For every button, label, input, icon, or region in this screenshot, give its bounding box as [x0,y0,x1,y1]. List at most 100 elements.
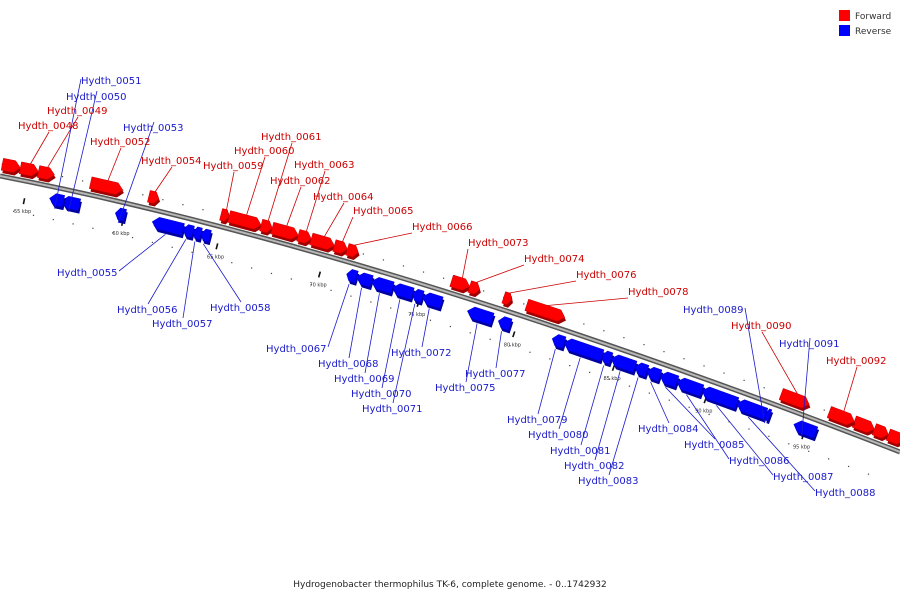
minor-tick [251,267,253,269]
leader-hydth-0091 [801,337,811,437]
leader-hydth-0089 [744,307,766,424]
leader-hydth-0048 [30,131,50,164]
label-hydth-0081[interactable]: Hydth_0081 [550,446,611,457]
label-hydth-0066[interactable]: Hydth_0066 [412,222,473,233]
hydth-0059-gene[interactable] [219,208,230,222]
hydth-0075-gene[interactable] [467,306,495,325]
label-hydth-0089[interactable]: Hydth_0089 [683,305,744,316]
leader-hydth-0074 [476,264,525,283]
hydth-0072-gene[interactable] [422,292,444,309]
label-hydth-0060[interactable]: Hydth_0060 [234,146,295,157]
label-hydth-0074[interactable]: Hydth_0074 [524,254,585,265]
leader-hydth-0054 [154,166,173,192]
label-hydth-0061[interactable]: Hydth_0061 [261,132,322,143]
label-hydth-0084[interactable]: Hydth_0084 [638,424,699,435]
label-hydth-0078[interactable]: Hydth_0078 [628,287,689,298]
hydth-0062-gene[interactable] [270,221,299,240]
leader-hydth-0061 [267,142,293,221]
major-tick [317,271,322,278]
legend-reverse-label: Reverse [855,27,892,37]
tick-label: 95 kbp [793,444,810,450]
label-hydth-0056[interactable]: Hydth_0056 [117,305,178,316]
hydth-0070-gene[interactable] [392,283,415,300]
label-hydth-0069[interactable]: Hydth_0069 [334,374,395,385]
leader-hydth-0081 [580,365,605,446]
leader-hydth-0056 [147,239,187,305]
hydth-0048-gene[interactable] [18,161,39,177]
label-hydth-0083[interactable]: Hydth_0083 [578,476,639,487]
label-hydth-0055[interactable]: Hydth_0055 [57,268,118,279]
label-hydth-0051[interactable]: Hydth_0051 [81,76,142,87]
label-hydth-0092[interactable]: Hydth_0092 [826,356,887,367]
label-hydth-0062[interactable]: Hydth_0062 [270,176,331,187]
leader-hydth-0055 [118,233,166,272]
hydth-0078-gene[interactable] [524,298,566,322]
label-hydth-0088[interactable]: Hydth_0088 [815,488,876,499]
label-hydth-0085[interactable]: Hydth_0085 [684,440,745,451]
label-hydth-0082[interactable]: Hydth_0082 [564,461,625,472]
minor-tick [683,358,685,360]
label-hydth-0087[interactable]: Hydth_0087 [773,472,834,483]
hydth-0090-gene[interactable] [778,388,810,409]
gene-arrow[interactable] [871,423,889,439]
leader-hydth-0078 [547,297,629,306]
hydth-0052-gene[interactable] [89,176,124,195]
minor-tick [112,232,114,234]
hydth-0077-gene[interactable] [497,316,513,331]
minor-tick [409,313,412,315]
minor-tick [72,223,74,225]
label-hydth-0052[interactable]: Hydth_0052 [90,137,151,148]
label-hydth-0072[interactable]: Hydth_0072 [391,348,452,359]
label-hydth-0065[interactable]: Hydth_0065 [353,206,414,217]
tick-label: 65 kbp [207,254,224,260]
leader-hydth-0080 [558,357,581,430]
label-hydth-0070[interactable]: Hydth_0070 [351,389,412,400]
hydth-0073-gene[interactable] [449,274,470,291]
minor-tick [13,210,15,212]
label-hydth-0071[interactable]: Hydth_0071 [362,404,423,415]
hydth-0051-gene[interactable] [49,193,66,208]
label-hydth-0063[interactable]: Hydth_0063 [294,160,355,171]
label-hydth-0064[interactable]: Hydth_0064 [313,192,374,203]
label-hydth-0077[interactable]: Hydth_0077 [465,369,526,380]
hydth-0069-gene[interactable] [371,277,395,294]
hydth-0058-gene[interactable] [200,228,212,243]
label-hydth-0079[interactable]: Hydth_0079 [507,415,568,426]
label-hydth-0076[interactable]: Hydth_0076 [576,270,637,281]
minor-tick [362,253,364,255]
label-hydth-0075[interactable]: Hydth_0075 [435,383,496,394]
label-hydth-0057[interactable]: Hydth_0057 [152,319,213,330]
label-hydth-0048[interactable]: Hydth_0048 [18,121,79,132]
label-hydth-0090[interactable]: Hydth_0090 [731,321,792,332]
label-hydth-0068[interactable]: Hydth_0068 [318,359,379,370]
hydth-0064-gene[interactable] [309,232,335,250]
minor-tick [350,295,352,297]
leader-hydth-0058 [202,243,242,303]
leader-hydth-0086 [686,394,730,460]
label-hydth-0058[interactable]: Hydth_0058 [210,303,271,314]
label-hydth-0086[interactable]: Hydth_0086 [729,456,790,467]
label-hydth-0049[interactable]: Hydth_0049 [47,106,108,117]
leader-hydth-0076 [509,280,577,294]
hydth-0092-gene[interactable] [826,406,855,426]
label-hydth-0050[interactable]: Hydth_0050 [66,92,127,103]
minor-tick [509,345,511,347]
minor-tick [808,450,810,452]
label-hydth-0067[interactable]: Hydth_0067 [266,344,327,355]
label-hydth-0053[interactable]: Hydth_0053 [123,123,184,134]
label-hydth-0073[interactable]: Hydth_0073 [468,238,529,249]
hydth-0049-gene[interactable] [36,165,55,180]
hydth-0089-gene[interactable] [764,408,773,422]
label-hydth-0054[interactable]: Hydth_0054 [141,156,202,167]
label-hydth-0080[interactable]: Hydth_0080 [528,430,589,441]
hydth-0091-gene[interactable] [793,420,819,439]
minor-tick [768,435,770,437]
hydth-0050-gene[interactable] [61,196,81,211]
gene-arrow[interactable] [0,158,21,173]
gene-arrow[interactable] [885,428,900,445]
minor-tick [81,180,84,182]
label-hydth-0059[interactable]: Hydth_0059 [203,161,264,172]
hydth-0060-gene[interactable] [227,210,262,230]
leader-hydth-0087 [716,405,774,476]
label-hydth-0091[interactable]: Hydth_0091 [779,339,840,350]
